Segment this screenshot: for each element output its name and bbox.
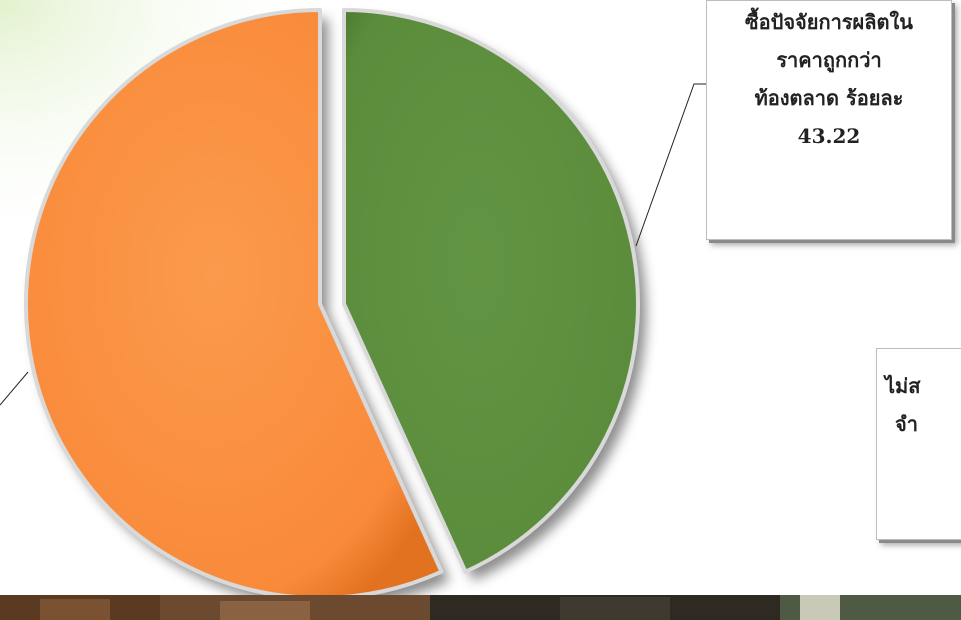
callout-line: ราคาถูกกว่า: [776, 48, 882, 72]
callout-line: ท้องตลาด ร้อยละ: [754, 86, 904, 110]
leader-line-green: [635, 83, 706, 247]
photo-strip: [0, 595, 961, 620]
callout-line: ซื้อปัจจัยการผลิตใน: [745, 10, 913, 34]
callout-green-slice: ซื้อปัจจัยการผลิตใน ราคาถูกกว่า ท้องตลาด…: [706, 0, 952, 240]
callout-line: จำ: [895, 412, 918, 436]
leader-line-orange: [0, 371, 29, 406]
callout-line: ไม่ส: [885, 374, 921, 398]
pie-slice-green: [342, 8, 640, 574]
callout-orange-slice: ไม่ส จำ: [876, 348, 961, 540]
callout-line: 43.22: [797, 124, 861, 148]
